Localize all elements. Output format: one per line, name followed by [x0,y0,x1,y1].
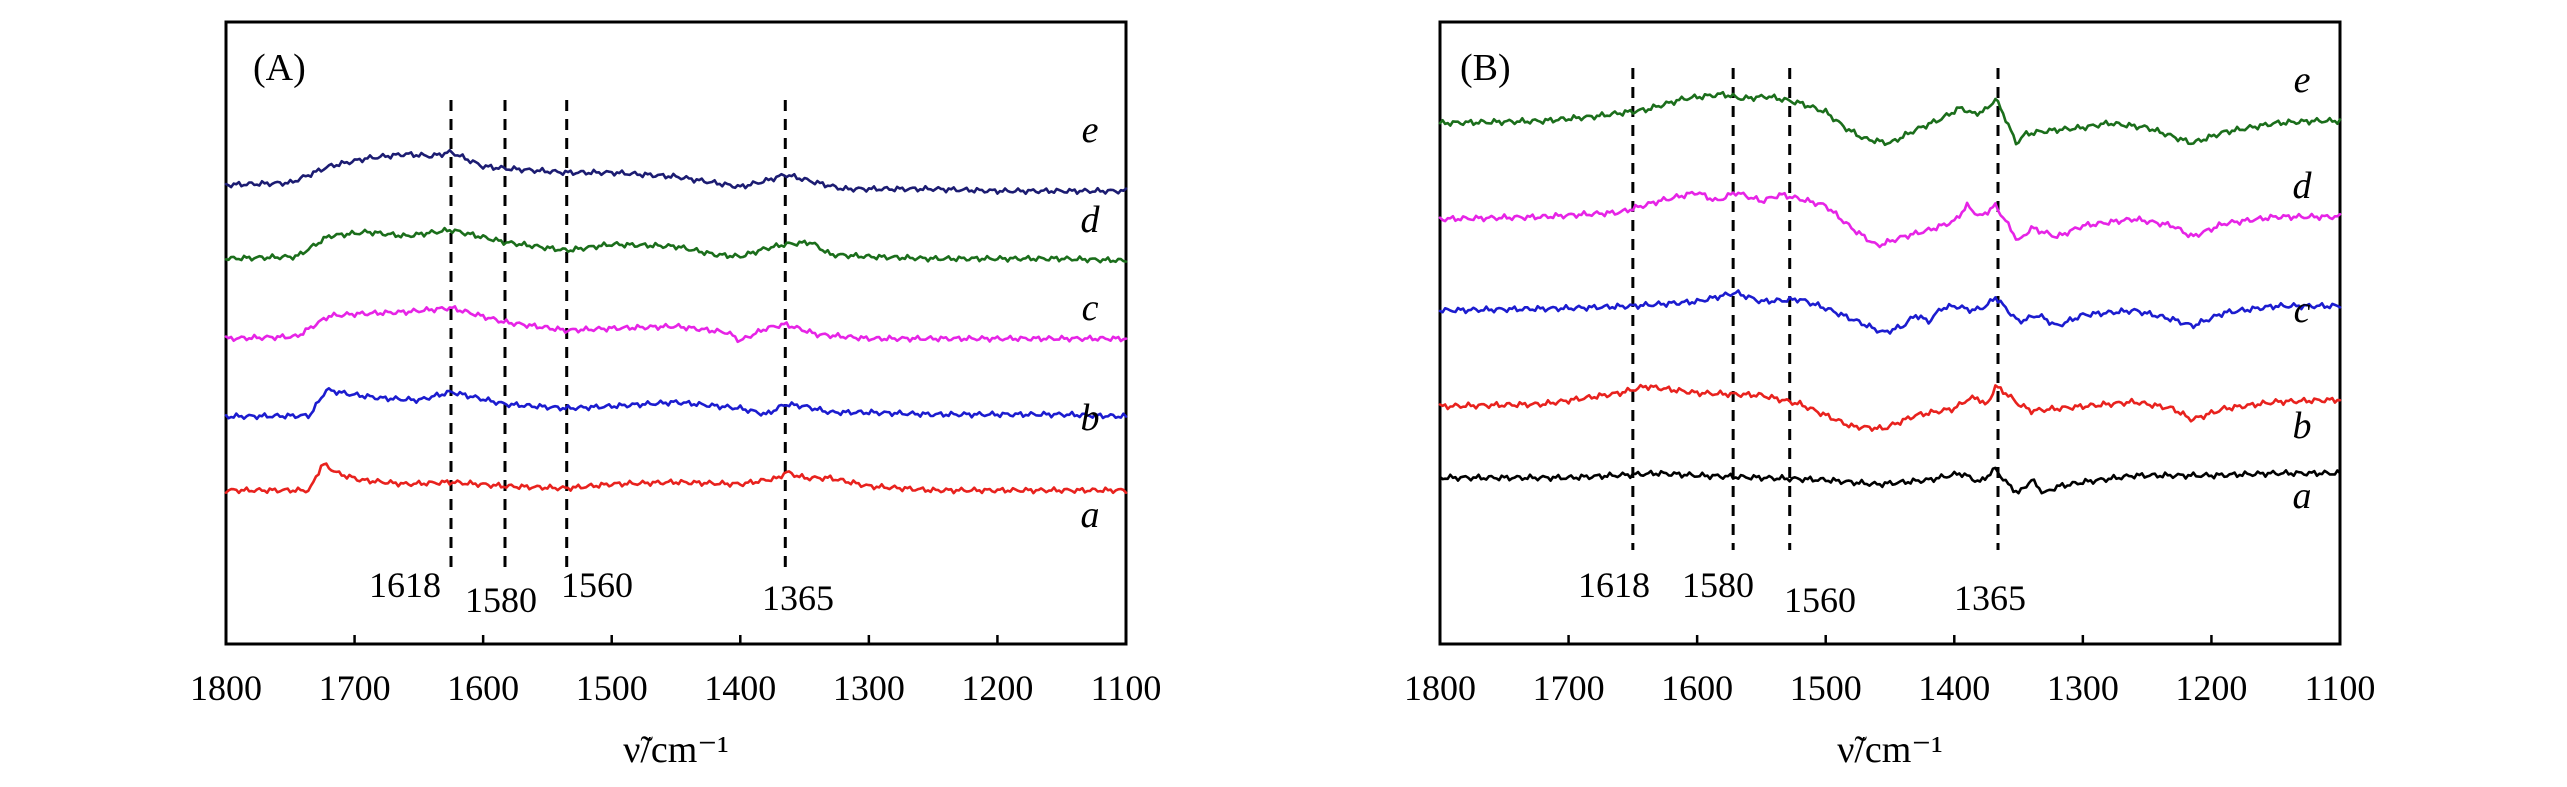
panel-b-x-tick-label-1700: 1700 [1533,668,1605,708]
panel-b-annotation-1560: 1560 [1784,580,1856,620]
panel-b-curve-label-d: d [2293,165,2313,207]
panel-b-x-tick-label-1200: 1200 [2175,668,2247,708]
panel-a-x-tick-label-1800: 1800 [190,668,262,708]
panel-b-series-d [1438,190,2342,249]
panel-a-label: (A) [253,47,306,89]
panel-b-x-tick-label-1500: 1500 [1790,668,1862,708]
panel-b-x-tick-label-1600: 1600 [1661,668,1733,708]
panel-b-curve-label-a: a [2293,475,2312,517]
panel-a-x-tick-label-1500: 1500 [576,668,648,708]
panel-a-x-tick-label-1600: 1600 [447,668,519,708]
panel-a-x-axis-title: ν̃/cm⁻¹ [623,729,729,771]
panel-b-x-tick-label-1300: 1300 [2047,668,2119,708]
panel-b-x-axis-title: ν̃/cm⁻¹ [1837,729,1943,771]
panel-a-curve-label-b: b [1081,397,1100,439]
panel-a-series-e [224,148,1128,196]
panel-a-x-tick-label-1700: 1700 [319,668,391,708]
panel-a-x-tick-label-1300: 1300 [833,668,905,708]
panel-a-curve-label-e: e [1082,109,1099,151]
panel-a-series-b [224,386,1128,421]
panel-b-x-tick-label-1100: 1100 [2305,668,2376,708]
panel-b-frame [1438,20,2342,646]
panel-a: (A) 1800 1700 1600 1500 1400 1300 1200 1100 a b… [190,20,1162,771]
panel-a-annotation-1618: 1618 [369,565,441,605]
panel-b: (B) 1800 1700 1600 1500 1400 1300 1200 1100 a b… [1404,20,2376,771]
panel-b-series-c [1438,289,2342,335]
panel-b-curve-label-e: e [2294,59,2311,101]
panel-b-series-b [1438,383,2342,432]
panel-b-series-a [1438,466,2342,495]
panel-a-curve-label-a: a [1081,494,1100,536]
panel-a-series-a [224,462,1128,495]
panel-b-x-tick-label-1400: 1400 [1918,668,1990,708]
panel-a-series-d [224,226,1128,264]
panel-b-label: (B) [1460,47,1511,89]
panel-a-annotation-1560: 1560 [561,565,633,605]
panel-b-annotation-1365: 1365 [1954,578,2026,618]
panel-a-frame [224,20,1128,646]
panel-a-series-c [224,305,1128,344]
panel-a-annotation-1580: 1580 [465,580,537,620]
panel-b-annotation-1618: 1618 [1578,565,1650,605]
panel-a-curve-label-c: c [1082,287,1099,329]
panel-a-x-tick-label-1100: 1100 [1091,668,1162,708]
panel-a-x-tick-label-1400: 1400 [704,668,776,708]
panel-b-curve-label-c: c [2294,289,2311,331]
panel-b-x-tick-label-1800: 1800 [1404,668,1476,708]
panel-a-x-tick-label-1200: 1200 [961,668,1033,708]
panel-a-annotation-1365: 1365 [762,578,834,618]
panel-b-curve-label-b: b [2293,405,2312,447]
panel-a-curve-label-d: d [1081,199,1101,241]
panel-b-annotation-1580: 1580 [1682,565,1754,605]
panel-b-series-e [1438,90,2342,147]
